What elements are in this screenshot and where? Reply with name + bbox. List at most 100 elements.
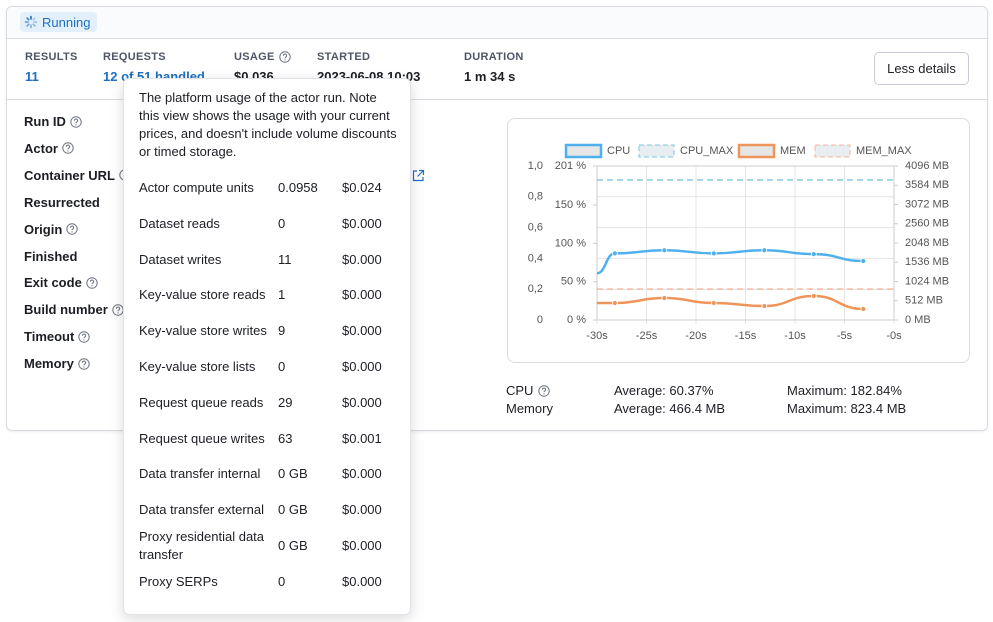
y0-tick-label: 0,8 [528, 191, 543, 203]
stat-label: USAGE [234, 51, 291, 63]
detail-label: Timeout [24, 329, 75, 345]
usage-name: Request queue reads [139, 394, 264, 410]
tooltip-row: Actor compute units 0.0958 $0.024 [139, 170, 399, 206]
y0-tick-label: 0,6 [528, 222, 543, 234]
help-icon[interactable] [278, 51, 291, 63]
stat-label: STARTED [317, 51, 371, 63]
usage-units: 0 GB [278, 502, 308, 518]
usage-units: 29 [278, 394, 293, 410]
usage-name: Dataset reads [139, 215, 220, 231]
legend-label: CPU_MAX [680, 145, 734, 157]
point [710, 300, 717, 306]
detail-label: Actor [24, 140, 58, 156]
usage-units: 0 [278, 215, 286, 231]
y0-tick-label: 0,4 [528, 252, 543, 264]
point [611, 300, 618, 306]
help-icon[interactable] [538, 384, 551, 397]
series-line [597, 294, 864, 311]
usage-name: Proxy residential data transfer [139, 529, 265, 562]
y-tick-label: 0 % [567, 314, 586, 326]
detail-label: Memory [24, 356, 74, 372]
legend-label: MEM_MAX [856, 145, 912, 157]
y-tick-label: 50 % [561, 276, 586, 288]
external-link-icon [412, 169, 425, 182]
y-tick-label: 201 % [555, 160, 586, 172]
usage-units: 63 [278, 430, 293, 446]
detail-label: Build number [24, 302, 108, 318]
point [860, 258, 867, 264]
y2-tick-label: 512 MB [905, 295, 943, 307]
legend-label: MEM [780, 145, 806, 157]
legend-swatch [814, 144, 851, 158]
x-tick-label: -25s [636, 330, 658, 342]
help-icon[interactable] [62, 142, 74, 155]
point [761, 247, 768, 254]
legend-swatch [564, 143, 603, 159]
usage-cost: $0.000 [342, 573, 382, 589]
detail-row: Finished [24, 249, 77, 264]
summary-value: Average: 60.37% [614, 383, 714, 398]
stat-label: DURATION [464, 51, 524, 63]
y2-tick-label: 1024 MB [905, 275, 949, 287]
help-icon[interactable] [78, 357, 90, 370]
tooltip-row: Data transfer internal 0 GB $0.000 [139, 456, 399, 492]
point [661, 247, 668, 254]
detail-row: Exit code [24, 275, 98, 290]
tooltip-row: Key-value store writes 9 $0.000 [139, 313, 399, 349]
x-tick-label: -30s [586, 330, 608, 342]
help-icon[interactable] [112, 304, 124, 316]
help-icon[interactable] [70, 115, 82, 128]
x-tick-label: -20s [685, 330, 707, 342]
tooltip-row: Dataset reads 0 $0.000 [139, 206, 399, 242]
status-badge: Running [20, 12, 98, 32]
plot-frame [596, 165, 895, 321]
help-icon[interactable] [66, 223, 78, 235]
point [761, 303, 768, 309]
y0-tick-label: 0 [537, 314, 543, 326]
y-tick-label: 150 % [555, 199, 586, 211]
summary-value: Maximum: 823.4 MB [787, 401, 907, 416]
usage-units: 0 GB [278, 538, 308, 553]
help-icon[interactable] [86, 277, 98, 289]
usage-name: Key-value store lists [139, 359, 256, 374]
usage-name: Dataset writes [139, 251, 222, 267]
usage-cost: $0.000 [342, 323, 382, 339]
usage-name: Request queue writes [139, 430, 265, 446]
stat-value: 1 m 34 s [464, 69, 516, 84]
legend-swatch [737, 143, 776, 159]
series-line [596, 249, 864, 275]
detail-row: Memory [24, 356, 90, 371]
detail-label: Resurrected [24, 194, 100, 210]
detail-row: Run ID [24, 114, 82, 129]
less-details-button[interactable]: Less details [874, 52, 969, 85]
divider [7, 99, 987, 100]
y2-tick-label: 3072 MB [905, 198, 949, 210]
usage-cost: $0.000 [342, 394, 382, 410]
tooltip-row: Proxy SERPs 0 $0.000 [139, 564, 399, 600]
stat-label: RESULTS [25, 51, 78, 63]
usage-name: Proxy SERPs [139, 573, 218, 589]
legend-label: CPU [607, 145, 630, 157]
spinner-icon [24, 15, 38, 29]
tooltip-row: Key-value store reads 1 $0.000 [139, 277, 399, 313]
detail-label: Origin [24, 221, 63, 237]
point [860, 306, 867, 312]
usage-name: Data transfer internal [139, 466, 261, 482]
help-icon[interactable] [78, 330, 91, 343]
y0-tick-label: 1,0 [528, 160, 543, 172]
y2-tick-label: 2560 MB [905, 218, 949, 230]
detail-row: Container URL [24, 168, 131, 183]
tooltip-row: Proxy residential data transfer 0 GB $0.00… [139, 528, 399, 564]
point [710, 250, 717, 257]
chart-container: 0 0,2 0,4 0,6 0,8 1,0 -30s -25s -20s -15s -10s -5s -… [507, 118, 970, 363]
tooltip-text: The platform usage of the actor run. Not… [139, 90, 397, 159]
detail-label: Run ID [24, 114, 66, 129]
usage-name: Actor compute units [139, 180, 254, 195]
detail-row: Timeout [24, 329, 91, 345]
detail-row: Origin [24, 222, 78, 237]
usage-units: 0.0958 [278, 180, 318, 195]
stat-value: 11 [25, 69, 39, 84]
legend-swatch [638, 144, 675, 158]
x-tick-label: -10s [784, 330, 806, 342]
